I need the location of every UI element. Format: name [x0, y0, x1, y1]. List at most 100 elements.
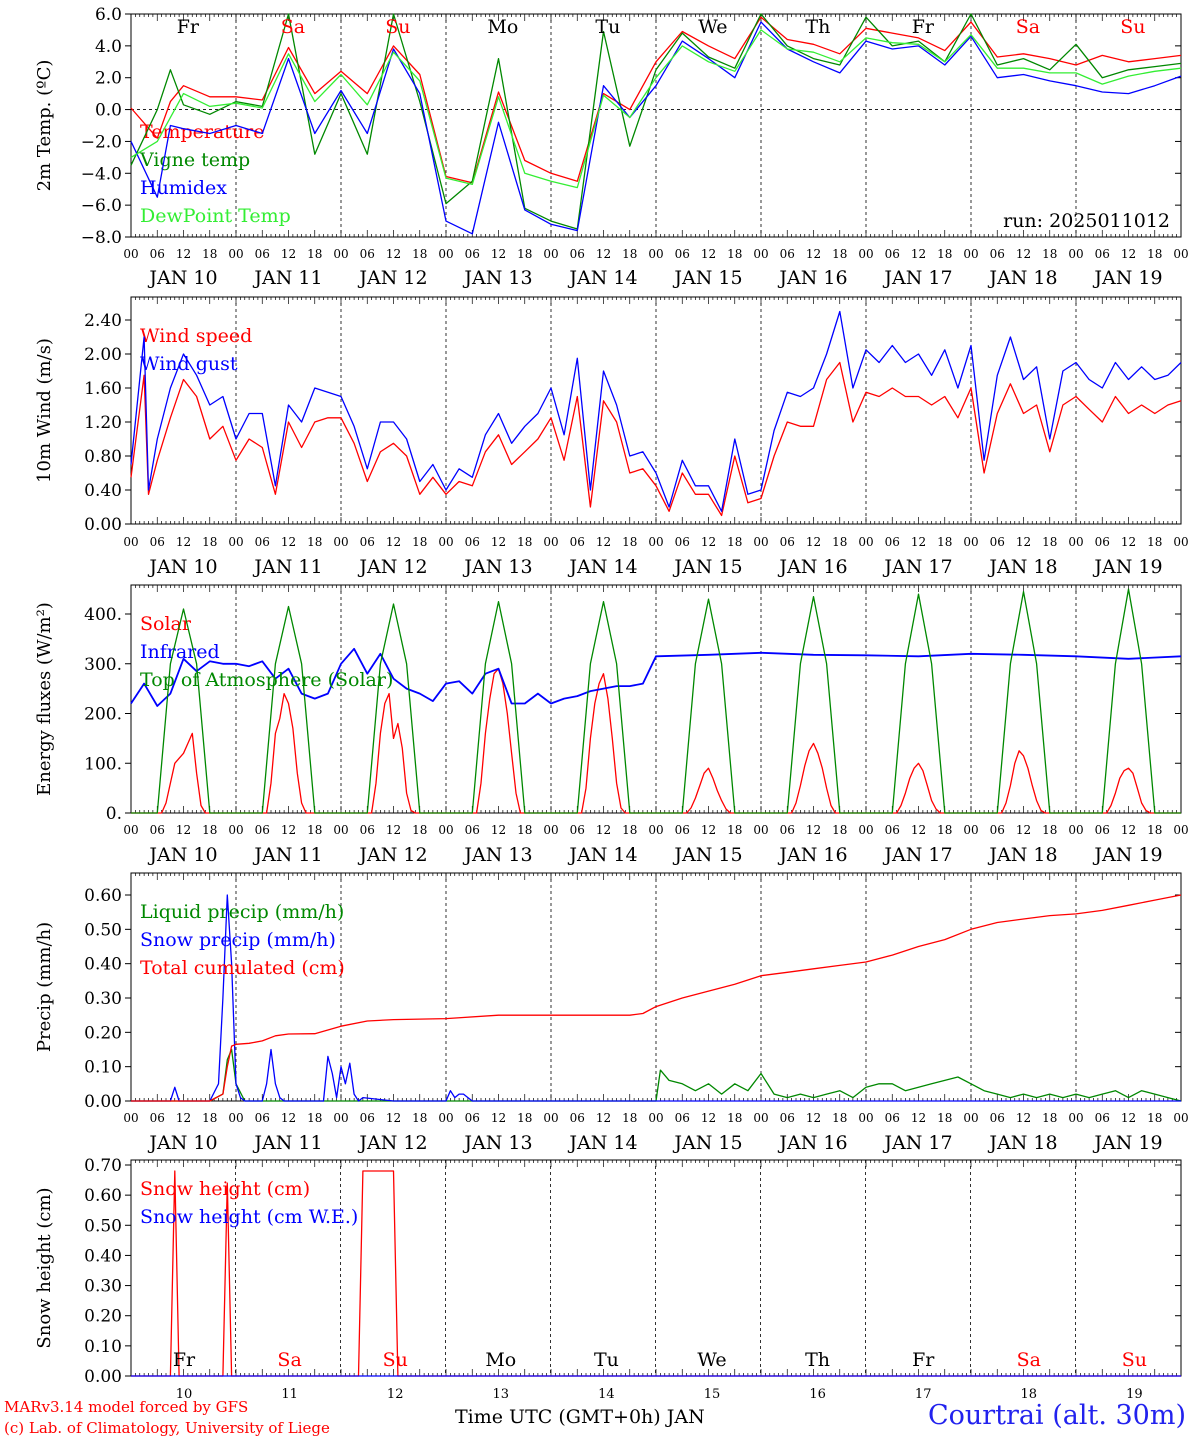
hour-label: 12	[911, 247, 926, 261]
hour-label: 12	[176, 535, 191, 549]
day-name-label: Fr	[173, 1349, 196, 1371]
day-number-label: 19	[1126, 1387, 1143, 1402]
hour-label: 06	[990, 823, 1005, 837]
legend-entry: Vigne temp	[139, 149, 250, 171]
y-tick-label: 1.60	[84, 379, 122, 399]
time-axis-label: Time UTC (GMT+0h) JAN	[455, 1406, 705, 1428]
legend-entry: Solar	[140, 613, 192, 635]
date-label: JAN 10	[147, 1132, 217, 1154]
day-name-label: Fr	[912, 1349, 935, 1371]
hour-label: 00	[963, 1111, 978, 1125]
hour-label: 12	[911, 535, 926, 549]
date-label: JAN 10	[147, 556, 217, 578]
hour-label: 18	[937, 535, 952, 549]
y-axis-label: 2m Temp. (ºC)	[34, 60, 55, 192]
hour-label: 00	[543, 535, 558, 549]
date-label: JAN 18	[987, 556, 1057, 578]
day-number-label: 17	[915, 1387, 932, 1402]
legend-entry: Snow height (cm W.E.)	[140, 1206, 358, 1228]
y-tick-label: −4.0	[81, 164, 122, 184]
hour-label: 12	[491, 247, 506, 261]
hour-label: 00	[228, 823, 243, 837]
hour-label: 12	[1016, 823, 1031, 837]
hour-label: 06	[360, 1111, 375, 1125]
hour-label: 00	[438, 1111, 453, 1125]
day-number-label: 15	[704, 1387, 721, 1402]
hour-label: 06	[1095, 1111, 1110, 1125]
hour-label: 00	[438, 823, 453, 837]
hour-label: 12	[281, 1111, 296, 1125]
series-line-snow-height-cm	[131, 1170, 1181, 1377]
hour-label: 06	[675, 535, 690, 549]
y-tick-label: 400.	[84, 605, 122, 625]
date-label: JAN 10	[147, 844, 217, 866]
date-label: JAN 15	[672, 844, 742, 866]
hour-label: 18	[937, 1111, 952, 1125]
series-line-wind-gust	[130, 310, 1182, 512]
hour-label: 00	[858, 1111, 873, 1125]
y-tick-label: 6.0	[95, 5, 122, 25]
date-label: JAN 12	[357, 1132, 427, 1154]
hour-label: 06	[360, 535, 375, 549]
hour-label: 12	[176, 247, 191, 261]
y-tick-label: 0.40	[84, 481, 122, 501]
hour-label: 00	[333, 247, 348, 261]
day-number-label: 18	[1021, 1387, 1038, 1402]
day-name-label: Fr	[177, 16, 200, 38]
legend-entry: Top of Atmosphere (Solar)	[140, 669, 393, 691]
hour-label: 00	[753, 247, 768, 261]
hour-label: 00	[543, 823, 558, 837]
model-credit: MARv3.14 model forced by GFS	[4, 1398, 249, 1416]
hour-label: 12	[1016, 535, 1031, 549]
hour-label: 12	[1121, 247, 1136, 261]
hour-label: 18	[727, 823, 742, 837]
hour-label: 12	[491, 1111, 506, 1125]
date-label: JAN 14	[567, 267, 637, 289]
day-name-label: We	[698, 16, 727, 38]
hour-label: 00	[753, 535, 768, 549]
hour-label: 06	[885, 535, 900, 549]
date-label: JAN 18	[987, 267, 1057, 289]
y-tick-label: 0.80	[84, 447, 122, 467]
hour-label: 18	[412, 823, 427, 837]
hour-label: 00	[1068, 535, 1083, 549]
hour-label: 00	[123, 535, 138, 549]
series-line-snow-precip-mm-h	[131, 894, 1181, 1102]
day-name-label: Sa	[277, 1349, 301, 1371]
hour-label: 06	[570, 823, 585, 837]
hour-label: 12	[701, 535, 716, 549]
series-line-vigne-temp	[130, 13, 1182, 230]
hour-label: 12	[911, 823, 926, 837]
hour-label: 00	[333, 535, 348, 549]
y-axis-label: Energy fluxes (W/m²)	[34, 602, 55, 796]
hour-label: 18	[1147, 823, 1162, 837]
hour-label: 12	[701, 823, 716, 837]
series-line-total-cumulated-cm	[131, 894, 1182, 1102]
day-number-label: 11	[281, 1387, 298, 1402]
date-label: JAN 19	[1092, 267, 1162, 289]
hour-label: 18	[727, 247, 742, 261]
legend-entry: Humidex	[140, 177, 227, 199]
y-tick-label: 0.30	[84, 989, 122, 1009]
day-name-label: Mo	[485, 1349, 516, 1371]
day-name-label: Tu	[594, 1349, 619, 1371]
hour-label: 00	[1068, 247, 1083, 261]
hour-label: 06	[780, 1111, 795, 1125]
hour-label: 06	[465, 823, 480, 837]
hour-label: 00	[543, 247, 558, 261]
date-label: JAN 19	[1092, 1132, 1162, 1154]
y-axis-label: Snow height (cm)	[34, 1187, 55, 1348]
hour-label: 12	[491, 823, 506, 837]
date-label: JAN 16	[777, 844, 847, 866]
series-line-infrared	[130, 647, 1182, 707]
hour-label: 18	[832, 823, 847, 837]
hour-label: 18	[622, 823, 637, 837]
series-line-temperature	[130, 16, 1182, 184]
hour-label: 12	[1121, 823, 1136, 837]
hour-label: 18	[832, 247, 847, 261]
date-label: JAN 16	[777, 556, 847, 578]
hour-label: 18	[307, 1111, 322, 1125]
hour-label: 12	[806, 247, 821, 261]
date-label: JAN 17	[882, 1132, 952, 1154]
